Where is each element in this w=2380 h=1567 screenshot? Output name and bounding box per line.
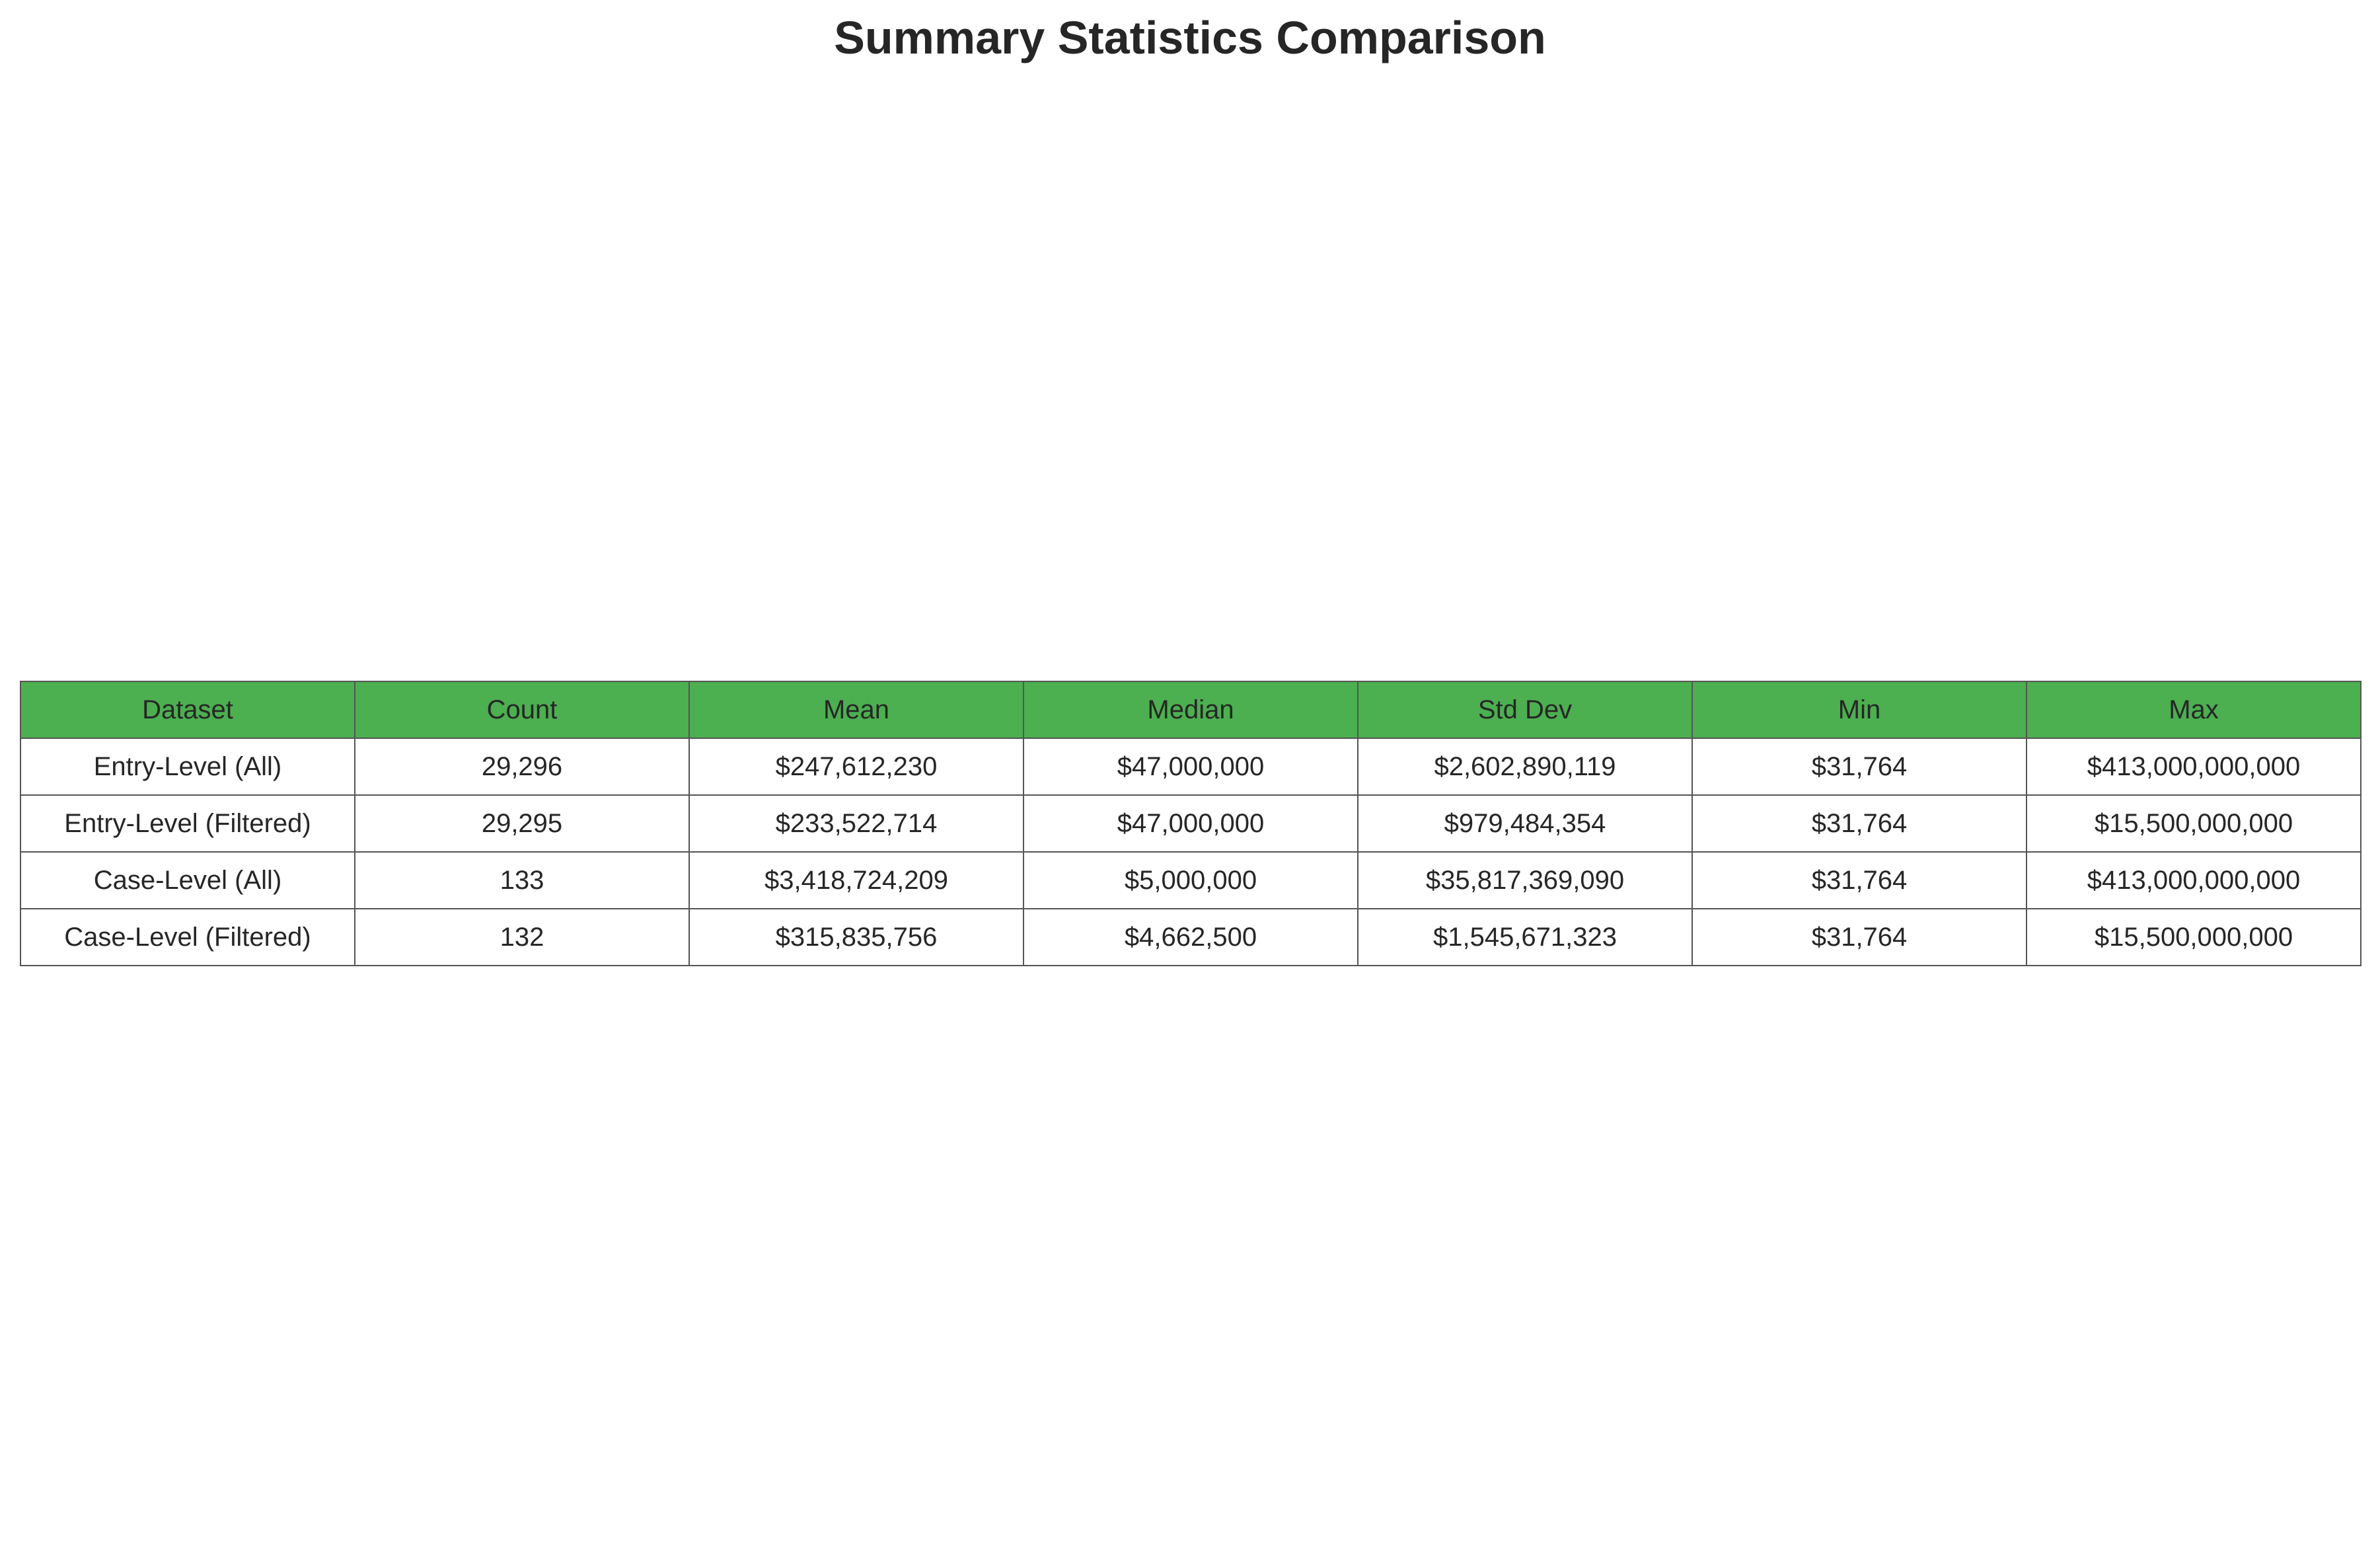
cell-mean: $315,835,756 xyxy=(688,908,1024,966)
table-row: Entry-Level (All) 29,296 $247,612,230 $4… xyxy=(20,738,2361,796)
header-max: Max xyxy=(2026,681,2361,739)
header-count: Count xyxy=(354,681,690,739)
cell-max: $413,000,000,000 xyxy=(2026,851,2361,909)
cell-count: 132 xyxy=(354,908,690,966)
table-row: Case-Level (Filtered) 132 $315,835,756 $… xyxy=(20,908,2361,966)
cell-max: $15,500,000,000 xyxy=(2026,908,2361,966)
cell-mean: $247,612,230 xyxy=(688,738,1024,796)
table-header-row: Dataset Count Mean Median Std Dev Min Ma… xyxy=(20,681,2361,739)
cell-count: 29,295 xyxy=(354,794,690,853)
cell-dataset: Case-Level (Filtered) xyxy=(20,908,355,966)
chart-title: Summary Statistics Comparison xyxy=(834,12,1546,63)
cell-std-dev: $1,545,671,323 xyxy=(1357,908,1693,966)
header-median: Median xyxy=(1023,681,1358,739)
summary-statistics-table: Dataset Count Mean Median Std Dev Min Ma… xyxy=(20,681,2361,966)
cell-median: $4,662,500 xyxy=(1023,908,1358,966)
cell-std-dev: $35,817,369,090 xyxy=(1357,851,1693,909)
cell-min: $31,764 xyxy=(1692,738,2027,796)
header-mean: Mean xyxy=(688,681,1024,739)
cell-mean: $3,418,724,209 xyxy=(688,851,1024,909)
cell-median: $47,000,000 xyxy=(1023,794,1358,853)
cell-dataset: Entry-Level (All) xyxy=(20,738,355,796)
header-std-dev: Std Dev xyxy=(1357,681,1693,739)
header-min: Min xyxy=(1692,681,2027,739)
cell-count: 29,296 xyxy=(354,738,690,796)
cell-dataset: Case-Level (All) xyxy=(20,851,355,909)
cell-min: $31,764 xyxy=(1692,908,2027,966)
cell-std-dev: $979,484,354 xyxy=(1357,794,1693,853)
table-row: Entry-Level (Filtered) 29,295 $233,522,7… xyxy=(20,794,2361,853)
header-dataset: Dataset xyxy=(20,681,355,739)
cell-median: $5,000,000 xyxy=(1023,851,1358,909)
cell-std-dev: $2,602,890,119 xyxy=(1357,738,1693,796)
cell-dataset: Entry-Level (Filtered) xyxy=(20,794,355,853)
cell-count: 133 xyxy=(354,851,690,909)
cell-mean: $233,522,714 xyxy=(688,794,1024,853)
table-row: Case-Level (All) 133 $3,418,724,209 $5,0… xyxy=(20,851,2361,909)
cell-min: $31,764 xyxy=(1692,851,2027,909)
cell-max: $15,500,000,000 xyxy=(2026,794,2361,853)
cell-median: $47,000,000 xyxy=(1023,738,1358,796)
cell-min: $31,764 xyxy=(1692,794,2027,853)
cell-max: $413,000,000,000 xyxy=(2026,738,2361,796)
